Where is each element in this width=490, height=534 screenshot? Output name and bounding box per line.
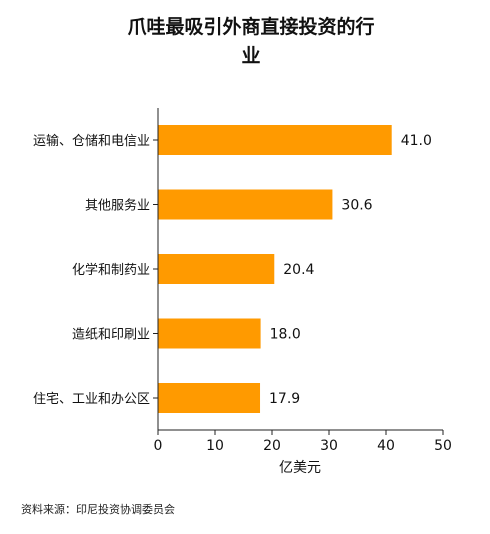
category-label-3: 造纸和印刷业 xyxy=(72,328,150,343)
x-tick-label-2: 20 xyxy=(263,438,281,454)
value-label-1: 30.6 xyxy=(341,198,372,214)
x-tick-label-0: 0 xyxy=(154,438,163,454)
bar-3 xyxy=(158,318,261,349)
bars-group xyxy=(158,125,392,413)
value-label-3: 18.0 xyxy=(270,327,301,343)
category-label-0: 运输、仓储和电信业 xyxy=(33,133,150,149)
x-axis-label: 亿美元 xyxy=(279,460,321,476)
bar-1 xyxy=(158,189,333,220)
x-tick-label-1: 10 xyxy=(206,438,224,454)
bar-4 xyxy=(158,383,261,413)
value-label-4: 17.9 xyxy=(269,391,300,407)
category-label-4: 住宅、工业和办公区 xyxy=(33,392,150,407)
x-tick-label-4: 40 xyxy=(377,438,395,454)
x-tick-label-5: 50 xyxy=(434,438,452,454)
category-label-1: 其他服务业 xyxy=(85,198,150,214)
category-label-2: 化学和制药业 xyxy=(72,262,150,278)
chart-title-line-1: 爪哇最吸引外商直接投资的行 xyxy=(127,15,374,38)
bar-2 xyxy=(158,254,275,284)
value-label-2: 20.4 xyxy=(283,262,314,278)
value-label-0: 41.0 xyxy=(401,133,432,149)
x-ticks: 0 10 20 30 40 50 xyxy=(154,430,452,454)
value-labels: 41.0 30.6 20.4 18.0 17.9 xyxy=(269,133,432,407)
bar-0 xyxy=(158,125,392,155)
source-note: 资料来源：印尼投资协调委员会 xyxy=(21,502,175,516)
x-tick-label-3: 30 xyxy=(320,438,338,454)
chart-title-line-2: 业 xyxy=(241,45,260,67)
